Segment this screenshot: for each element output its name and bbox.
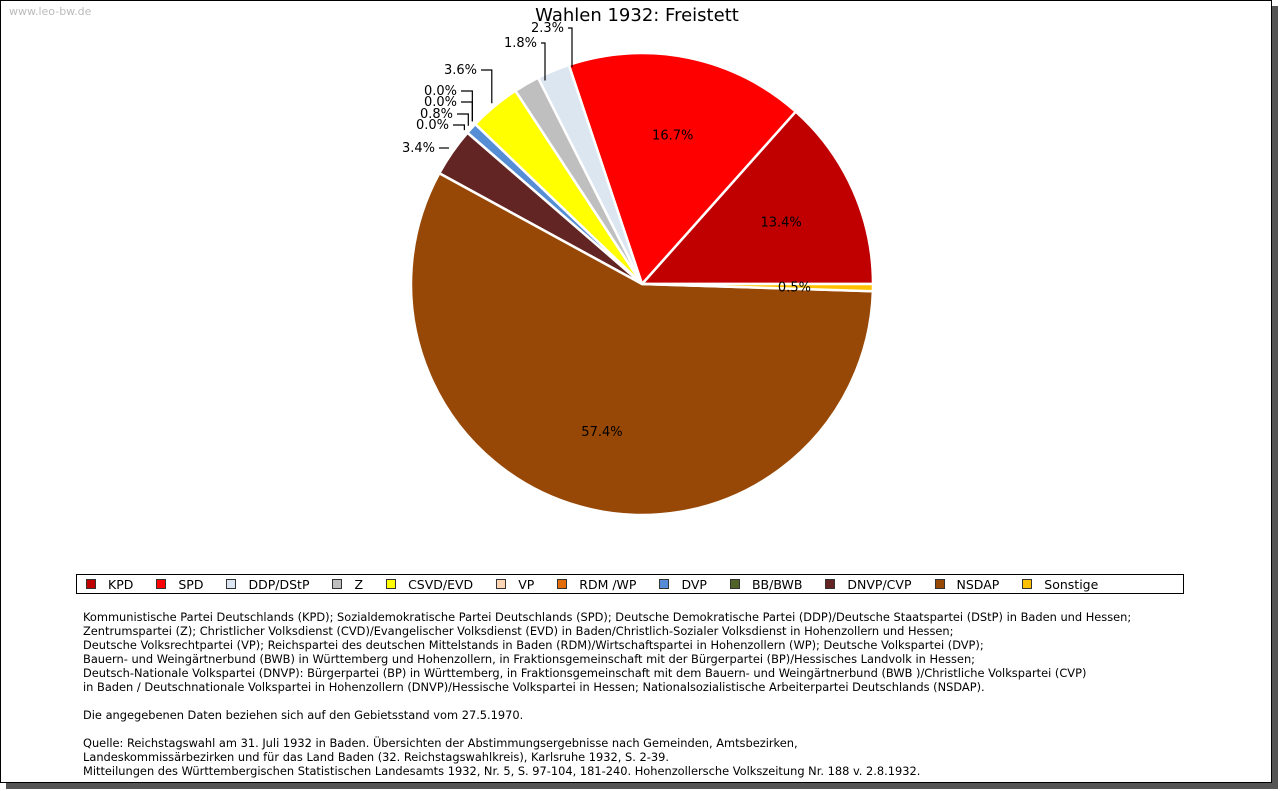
- legend-label: Sonstige: [1044, 576, 1099, 592]
- note-line: Deutsche Volksrechtpartei (VP); Reichspa…: [83, 638, 984, 652]
- territory-note: Die angegebenen Daten beziehen sich auf …: [83, 708, 524, 722]
- legend-swatch: [659, 579, 670, 589]
- pie-slice-sonstige: [641, 282, 875, 293]
- legend-label: Z: [354, 576, 364, 592]
- legend-swatch: [226, 579, 237, 589]
- leader-line: [461, 90, 473, 122]
- source-line: Mitteilungen des Württembergischen Stati…: [83, 764, 921, 778]
- pie-slice-kpd: [639, 109, 875, 286]
- legend-label: DDP/DStP: [248, 576, 310, 592]
- leader-line: [481, 69, 493, 104]
- chart-title: Wahlen 1932: Freistett: [535, 5, 739, 26]
- pie-chart: 13.4%16.7%2.3%1.8%3.6%0.0%0.0%0.8%0.0%3.…: [402, 21, 875, 517]
- legend-label: NSDAP: [956, 576, 1000, 592]
- legend-swatch: [496, 579, 507, 589]
- note-line: Bauern- und Weingärtnerbund (BWB) in Wür…: [83, 652, 975, 666]
- legend-item: DNVP/CVP: [825, 576, 912, 592]
- legend-swatch: [825, 579, 836, 589]
- legend-swatch: [86, 579, 96, 589]
- legend-label: RDM /WP: [579, 576, 637, 592]
- slice-label: 1.8%: [504, 36, 537, 51]
- pie-slice-spd: [567, 51, 798, 287]
- notes: Kommunistische Partei Deutschlands (KPD)…: [83, 610, 1131, 778]
- legend-item: RDM /WP: [557, 577, 636, 592]
- slice-label: 0.0%: [416, 118, 449, 133]
- legend-item: BB/BWB: [729, 576, 803, 592]
- legend-swatch: [729, 579, 740, 589]
- legend-swatch: [156, 579, 167, 589]
- legend-label: BB/BWB: [751, 576, 803, 592]
- legend: KPD SPD DDP/DStP Z CSVD/EVD VP RDM /WP DVP BB/BW…: [76, 574, 1184, 594]
- pie-slice-nsdap: [409, 171, 875, 517]
- source-line: Quelle: Reichstagswahl am 31. Juli 1932 …: [83, 736, 798, 750]
- slice-label: 3.6%: [444, 63, 477, 78]
- legend-item: CSVD/EVD: [386, 577, 473, 592]
- legend-item: VP: [496, 577, 534, 592]
- note-line: Kommunistische Partei Deutschlands (KPD)…: [83, 610, 1132, 624]
- slice-label: 0.5%: [778, 280, 811, 295]
- slice-label: 13.4%: [760, 216, 801, 231]
- note-line: Deutsch-Nationale Volkspartei (DNVP): Bü…: [83, 666, 1087, 680]
- slice-label: 3.4%: [402, 141, 435, 156]
- slice-label: 2.3%: [531, 21, 564, 36]
- legend-swatch: [332, 579, 343, 589]
- note-line: Zentrumspartei (Z); Christlicher Volksdi…: [83, 624, 954, 638]
- legend-item: SPD: [156, 577, 203, 592]
- legend-item: DDP/DStP: [226, 577, 309, 592]
- watermark: www.leo-bw.de: [9, 5, 92, 18]
- legend-item: Sonstige: [1022, 577, 1098, 592]
- leader-line: [541, 42, 546, 81]
- legend-swatch: [934, 579, 945, 589]
- legend-item: KPD: [86, 577, 133, 592]
- leader-line: [461, 101, 473, 122]
- legend-item: NSDAP: [934, 576, 1000, 592]
- legend-label: VP: [518, 576, 535, 592]
- leader-line: [568, 27, 573, 68]
- legend-swatch: [386, 579, 397, 589]
- legend-label: KPD: [108, 576, 134, 592]
- leader-line: [453, 124, 465, 131]
- legend-label: DNVP/CVP: [847, 576, 912, 592]
- slice-label: 0.8%: [420, 107, 453, 122]
- legend-label: DVP: [681, 576, 707, 592]
- slice-label: 0.0%: [424, 84, 457, 99]
- legend-item: DVP: [659, 577, 707, 592]
- legend-swatch: [1022, 579, 1033, 589]
- slice-label: 0.0%: [424, 95, 457, 110]
- source-line: Landeskommissärbezirken und für das Land…: [83, 750, 669, 764]
- legend-label: SPD: [178, 576, 204, 592]
- slice-label: 16.7%: [652, 129, 693, 144]
- legend-label: CSVD/EVD: [408, 576, 474, 592]
- legend-item: Z: [332, 577, 363, 592]
- slice-label: 57.4%: [581, 425, 622, 440]
- leader-line: [457, 113, 469, 126]
- legend-swatch: [557, 579, 568, 589]
- note-line: in Baden / Deutschnationale Volkspartei …: [83, 680, 985, 694]
